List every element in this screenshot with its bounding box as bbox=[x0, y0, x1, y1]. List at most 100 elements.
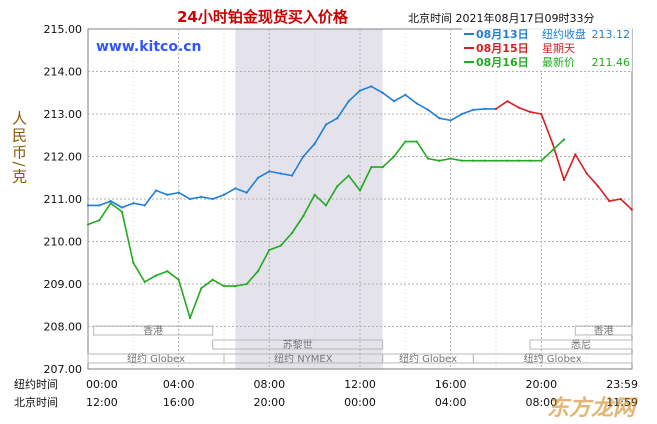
watermark: 东方龙网 bbox=[547, 395, 638, 421]
series-point bbox=[506, 100, 509, 103]
series-point bbox=[279, 244, 282, 247]
series-point bbox=[404, 140, 407, 143]
series-point bbox=[324, 204, 328, 207]
series-point bbox=[86, 204, 90, 207]
series-point bbox=[245, 191, 248, 194]
series-point bbox=[166, 193, 169, 196]
series-point bbox=[188, 316, 192, 320]
x-tick-label-beijing: 08:00 bbox=[525, 396, 557, 409]
y-tick-label: 215.00 bbox=[44, 23, 83, 36]
x-tick-label-beijing: 12:00 bbox=[86, 396, 118, 409]
x-tick-label-newyork: 20:00 bbox=[525, 378, 557, 391]
grid-layer bbox=[87, 28, 633, 370]
series-point bbox=[302, 214, 305, 218]
series-point bbox=[404, 93, 407, 96]
series-point bbox=[143, 204, 146, 207]
x-tick-label-beijing: 20:00 bbox=[253, 396, 285, 409]
series-point bbox=[222, 285, 226, 288]
legend-value: 213.12 bbox=[592, 28, 631, 41]
series-point bbox=[132, 202, 135, 205]
y-tick-label: 209.00 bbox=[44, 278, 83, 291]
series-line bbox=[495, 100, 633, 211]
series-point bbox=[347, 100, 350, 103]
series-point bbox=[86, 223, 90, 226]
series-point bbox=[472, 159, 475, 162]
series-point bbox=[245, 282, 248, 286]
series-point bbox=[596, 185, 600, 188]
legend-date: 08月13日 bbox=[476, 28, 529, 41]
series-point bbox=[358, 189, 362, 192]
series-point bbox=[551, 149, 554, 152]
series-point bbox=[562, 138, 566, 141]
series-point bbox=[120, 210, 124, 213]
market-session-bar bbox=[574, 325, 633, 336]
series-point bbox=[222, 193, 226, 196]
y-tick-label: 208.00 bbox=[44, 321, 83, 334]
series-point bbox=[143, 280, 146, 283]
series-point bbox=[347, 174, 350, 177]
series-point bbox=[438, 117, 441, 120]
series-point bbox=[370, 85, 373, 88]
market-session-bar bbox=[529, 339, 633, 350]
x-tick-label-newyork: 08:00 bbox=[253, 378, 285, 391]
series-point bbox=[494, 107, 498, 110]
series-point bbox=[619, 197, 622, 201]
x-tick-label-beijing: 16:00 bbox=[163, 396, 195, 409]
series-point bbox=[336, 117, 339, 120]
chart-title: 24小时铂金现货买入价格 bbox=[177, 8, 349, 26]
series-point bbox=[268, 248, 271, 252]
series-point bbox=[506, 159, 509, 162]
series-point bbox=[540, 112, 543, 116]
market-session-label: 纽约 Globex bbox=[524, 352, 582, 365]
series-point bbox=[313, 142, 316, 145]
series-point bbox=[528, 110, 532, 113]
series-point bbox=[392, 100, 396, 103]
series-layer bbox=[86, 85, 633, 320]
series-point bbox=[188, 197, 192, 201]
series-point bbox=[211, 278, 214, 281]
series-point bbox=[472, 108, 475, 111]
legend-label: 纽约收盘 bbox=[542, 27, 586, 41]
y-tick-label: 212.00 bbox=[44, 151, 83, 164]
market-session-label: 苏黎世 bbox=[283, 338, 313, 351]
x-tick-label-newyork: 04:00 bbox=[163, 378, 195, 391]
series-point bbox=[154, 189, 158, 192]
series-point bbox=[438, 159, 441, 162]
series-point bbox=[370, 166, 373, 169]
site-url: www.kitco.cn bbox=[96, 39, 202, 55]
series-point bbox=[154, 274, 158, 277]
series-point bbox=[426, 157, 430, 160]
series-point bbox=[585, 172, 588, 175]
series-point bbox=[279, 172, 282, 175]
row-label-newyork: 纽约时间 bbox=[14, 377, 58, 391]
x-tick-label-beijing: 00:00 bbox=[344, 396, 376, 409]
series-point bbox=[426, 108, 430, 111]
series-point bbox=[517, 159, 520, 162]
series-point bbox=[120, 206, 124, 209]
series-point bbox=[200, 287, 203, 290]
series-point bbox=[211, 197, 214, 201]
series-point bbox=[415, 140, 418, 143]
timestamp: 北京时间 2021年08月17日09时33分 bbox=[408, 11, 594, 25]
series-point bbox=[98, 219, 101, 222]
series-point bbox=[483, 107, 486, 110]
y-tick-label: 213.00 bbox=[44, 108, 83, 121]
series-point bbox=[540, 159, 543, 162]
row-label-beijing: 北京时间 bbox=[14, 395, 58, 409]
legend-box bbox=[462, 27, 632, 71]
x-tick-label-beijing: 11:59 bbox=[606, 396, 638, 409]
x-tick-label-newyork: 23:59 bbox=[606, 378, 638, 391]
legend-date: 08月15日 bbox=[476, 42, 529, 55]
series-point bbox=[256, 270, 260, 273]
series-point bbox=[336, 185, 339, 188]
series-point bbox=[358, 89, 362, 92]
market-session-label: 纽约 Globex bbox=[127, 352, 185, 365]
series-point bbox=[528, 159, 532, 162]
market-session-label: 纽约 NYMEX bbox=[274, 352, 333, 365]
series-point bbox=[381, 91, 384, 94]
x-tick-label-newyork: 16:00 bbox=[435, 378, 467, 391]
series-point bbox=[200, 195, 203, 198]
market-session-label: 悉尼 bbox=[571, 339, 591, 351]
